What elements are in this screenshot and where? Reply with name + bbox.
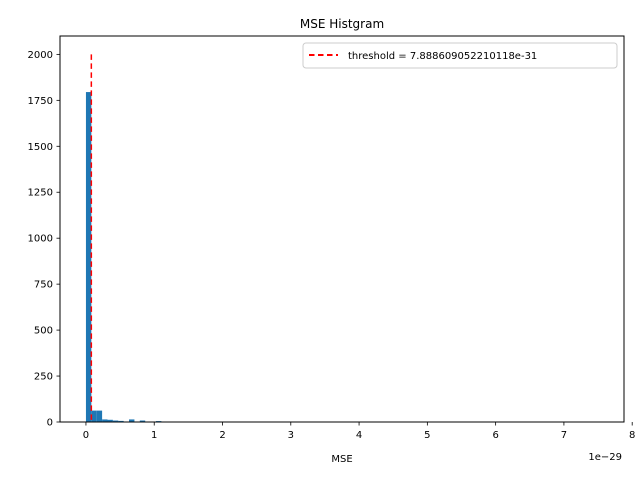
histogram-bar: [139, 420, 146, 422]
histogram-bar: [85, 92, 92, 423]
x-tick-label: 8: [629, 430, 635, 441]
chart-title: MSE Histgram: [300, 17, 384, 31]
histogram-bar: [91, 410, 97, 422]
legend-box: [302, 42, 618, 69]
y-axis-ticks: 0 250 500 750 1000 1250 1500 1750 2000: [28, 50, 60, 429]
histogram-bar: [107, 419, 113, 422]
y-tick-label: 1250: [28, 188, 53, 199]
x-tick-label: 3: [288, 430, 294, 441]
y-tick-label: 500: [34, 326, 53, 337]
legend-threshold-label: threshold = 7.888609052210118e-31: [348, 51, 537, 62]
x-tick-label: 4: [356, 430, 362, 441]
x-axis-ticks: 0 1 2 3 4 5 6 7 8: [83, 422, 635, 441]
histogram-bar: [129, 419, 135, 422]
y-tick-label: 0: [47, 418, 53, 429]
histogram-bar: [96, 410, 103, 422]
y-tick-label: 1000: [28, 234, 53, 245]
x-tick-label: 2: [219, 430, 225, 441]
histogram-bar: [118, 420, 124, 422]
y-tick-label: 250: [34, 372, 53, 383]
x-tick-label: 7: [561, 430, 567, 441]
histogram-bar: [112, 420, 119, 422]
axes-frame: [59, 35, 625, 423]
x-tick-label: 0: [83, 430, 89, 441]
x-tick-label: 6: [492, 430, 498, 441]
y-tick-label: 1500: [28, 142, 53, 153]
histogram-bar: [102, 419, 108, 422]
legend: threshold = 7.888609052210118e-31: [302, 42, 618, 69]
x-tick-label: 5: [424, 430, 430, 441]
x-axis-offset-label: 1e−29: [588, 452, 622, 463]
y-tick-label: 750: [34, 280, 53, 291]
x-tick-label: 1: [151, 430, 157, 441]
y-tick-label: 2000: [28, 50, 53, 61]
y-tick-label: 1750: [28, 96, 53, 107]
x-axis-label: MSE: [331, 454, 352, 465]
